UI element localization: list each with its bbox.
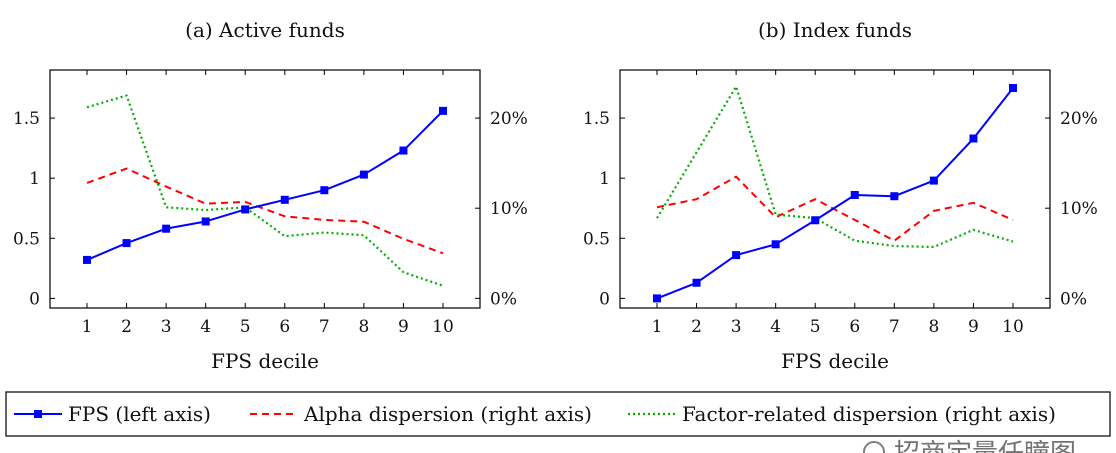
- legend-box: [5, 391, 1111, 437]
- watermark: 招商定量任瞳图: [863, 439, 1076, 453]
- x-tick-label: 4: [770, 317, 781, 337]
- series-group-active-funds: [83, 94, 447, 287]
- left-y-tick-label: 1: [599, 169, 610, 189]
- x-tick-label: 7: [319, 317, 330, 337]
- left-y-tick-label: 0.5: [13, 229, 40, 249]
- right-y-tick-label: 20%: [490, 109, 528, 129]
- watermark-text: 招商定量任瞳图: [894, 439, 1076, 453]
- x-ticks-active-funds: 1 2 3 4 5 6 7 8 9 10: [82, 70, 454, 337]
- fps-point-marker: [83, 255, 91, 264]
- left-y-tick-label: 0: [599, 289, 610, 309]
- fps-point-marker: [399, 146, 408, 155]
- panel-active-funds: (a) Active funds 1 2 3 4 5 6 7 8 9 10 0 0.5 1 1.5 0%…: [13, 18, 528, 373]
- x-tick-label: 3: [161, 317, 172, 337]
- legend-label-alpha: Alpha dispersion (right axis): [303, 402, 592, 426]
- fps-point-marker: [890, 192, 899, 201]
- right-y-tick-label: 10%: [1060, 199, 1098, 219]
- x-tick-label: 10: [432, 317, 454, 337]
- series-line-fps-left-axis: [656, 87, 1014, 300]
- left-y-ticks-active-funds: 0 0.5 1 1.5: [13, 109, 55, 309]
- x-axis-label-active-funds: FPS decile: [211, 349, 319, 373]
- fps-point-marker: [280, 195, 289, 204]
- x-tick-label: 9: [968, 317, 979, 337]
- fps-point-marker: [969, 134, 978, 143]
- x-tick-label: 9: [398, 317, 409, 337]
- left-y-tick-label: 1: [29, 169, 40, 189]
- legend-label-factor: Factor-related dispersion (right axis): [682, 402, 1056, 426]
- right-y-tick-label: 10%: [490, 199, 528, 219]
- series-group-index-funds: [653, 84, 1017, 303]
- right-y-ticks-active-funds: 0% 10% 20%: [475, 109, 528, 309]
- fps-point-marker: [653, 294, 661, 303]
- legend-swatch-fps-marker: [34, 410, 42, 418]
- plot-frame-active-funds: [49, 69, 481, 309]
- legend: FPS (left axis) Alpha dispersion (right …: [5, 391, 1111, 437]
- left-y-tick-label: 1.5: [13, 109, 40, 129]
- x-tick-label: 6: [849, 317, 860, 337]
- wechat-icon: [863, 441, 885, 453]
- x-ticks-index-funds: 1 2 3 4 5 6 7 8 9 10: [652, 70, 1024, 337]
- x-tick-label: 2: [121, 317, 132, 337]
- left-y-tick-label: 1.5: [583, 109, 610, 129]
- legend-label-fps: FPS (left axis): [68, 402, 211, 426]
- right-y-tick-label: 20%: [1060, 109, 1098, 129]
- x-tick-label: 4: [200, 317, 211, 337]
- right-y-ticks-index-funds: 0% 10% 20%: [1045, 109, 1098, 309]
- panel-index-funds: (b) Index funds 1 2 3 4 5 6 7 8 9 10 0 0.5 1 1.5 0% 1…: [583, 18, 1098, 373]
- x-tick-label: 7: [889, 317, 900, 337]
- fps-point-marker: [929, 176, 938, 185]
- x-tick-label: 2: [691, 317, 702, 337]
- left-y-tick-label: 0: [29, 289, 40, 309]
- fps-point-marker: [320, 186, 329, 195]
- series-line-alpha-dispersion-right-axis: [86, 167, 444, 255]
- series-line-fps-left-axis: [86, 110, 444, 261]
- fps-point-marker: [122, 239, 131, 248]
- series-line-factor-related-dispersion-right-axis: [86, 94, 444, 287]
- legend-item-fps: FPS (left axis): [14, 402, 211, 426]
- plot-frame-index-funds: [619, 69, 1051, 309]
- fps-point-marker: [439, 106, 447, 115]
- fps-point-marker: [201, 217, 210, 226]
- x-tick-label: 8: [358, 317, 369, 337]
- fps-point-marker: [359, 170, 368, 179]
- fps-point-marker: [241, 205, 250, 214]
- x-tick-label: 10: [1002, 317, 1024, 337]
- right-y-tick-label: 0%: [490, 289, 517, 309]
- fps-point-marker: [692, 278, 701, 287]
- x-tick-label: 8: [928, 317, 939, 337]
- left-y-tick-label: 0.5: [583, 229, 610, 249]
- x-tick-label: 5: [810, 317, 821, 337]
- panel-title-active-funds: (a) Active funds: [185, 18, 345, 42]
- panel-title-index-funds: (b) Index funds: [758, 18, 912, 42]
- x-tick-label: 1: [82, 317, 93, 337]
- right-y-tick-label: 0%: [1060, 289, 1087, 309]
- x-tick-label: 3: [731, 317, 742, 337]
- left-y-ticks-index-funds: 0 0.5 1 1.5: [583, 109, 625, 309]
- legend-item-factor: Factor-related dispersion (right axis): [628, 402, 1056, 426]
- fps-point-marker: [732, 251, 741, 260]
- fps-point-marker: [850, 191, 859, 200]
- x-tick-label: 6: [279, 317, 290, 337]
- fps-point-marker: [162, 224, 171, 233]
- fps-point-marker: [771, 240, 780, 249]
- series-line-alpha-dispersion-right-axis: [656, 175, 1014, 242]
- legend-item-alpha: Alpha dispersion (right axis): [250, 402, 592, 426]
- fps-point-marker: [811, 216, 820, 225]
- x-axis-label-index-funds: FPS decile: [781, 349, 889, 373]
- series-line-factor-related-dispersion-right-axis: [656, 85, 1014, 249]
- x-tick-label: 5: [240, 317, 251, 337]
- x-tick-label: 1: [652, 317, 663, 337]
- fps-point-marker: [1009, 84, 1017, 93]
